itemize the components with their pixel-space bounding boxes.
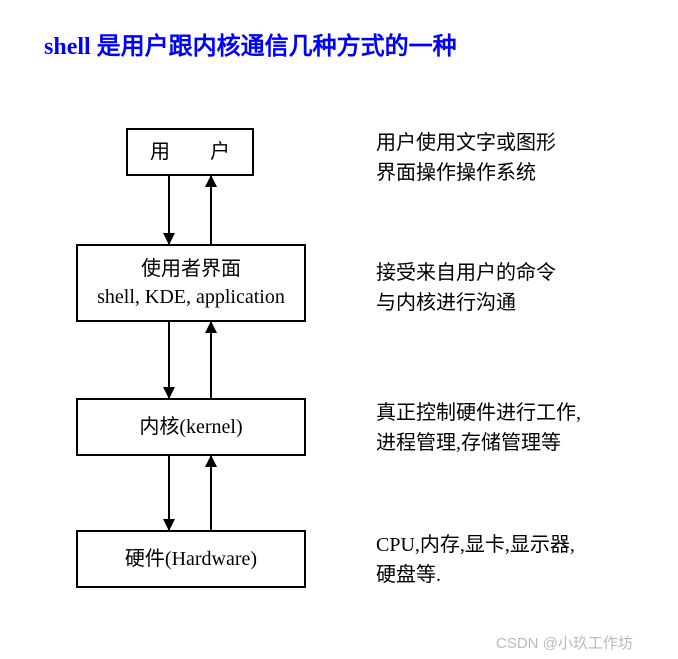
node-interface-line: 使用者界面 <box>141 255 241 283</box>
page-title: shell 是用户跟内核通信几种方式的一种 <box>44 26 457 61</box>
arrow-down-user-interface <box>168 176 170 244</box>
arrow-down-interface-kernel <box>168 322 170 398</box>
node-kernel: 内核(kernel) <box>76 398 306 456</box>
desc-kernel: 真正控制硬件进行工作, 进程管理,存储管理等 <box>376 398 581 458</box>
arrowhead-up-icon <box>205 321 217 333</box>
node-interface-line: shell, KDE, application <box>97 283 285 311</box>
arrowhead-up-icon <box>205 455 217 467</box>
arrowhead-down-icon <box>163 387 175 399</box>
arrow-up-kernel-interface <box>210 322 212 398</box>
arrowhead-down-icon <box>163 519 175 531</box>
node-hardware-line: 硬件(Hardware) <box>125 545 257 573</box>
desc-hardware: CPU,内存,显卡,显示器, 硬盘等. <box>376 530 575 590</box>
desc-user: 用户使用文字或图形 界面操作操作系统 <box>376 128 556 188</box>
node-user-line: 用 户 <box>150 138 230 166</box>
node-kernel-line: 内核(kernel) <box>139 413 242 441</box>
node-interface: 使用者界面shell, KDE, application <box>76 244 306 322</box>
watermark: CSDN @小玖工作坊 <box>496 632 633 653</box>
desc-interface: 接受来自用户的命令 与内核进行沟通 <box>376 258 556 318</box>
arrowhead-down-icon <box>163 233 175 245</box>
node-user: 用 户 <box>126 128 254 176</box>
arrowhead-up-icon <box>205 175 217 187</box>
arrow-up-hardware-kernel <box>210 456 212 530</box>
node-hardware: 硬件(Hardware) <box>76 530 306 588</box>
arrow-up-interface-user <box>210 176 212 244</box>
arrow-down-kernel-hardware <box>168 456 170 530</box>
